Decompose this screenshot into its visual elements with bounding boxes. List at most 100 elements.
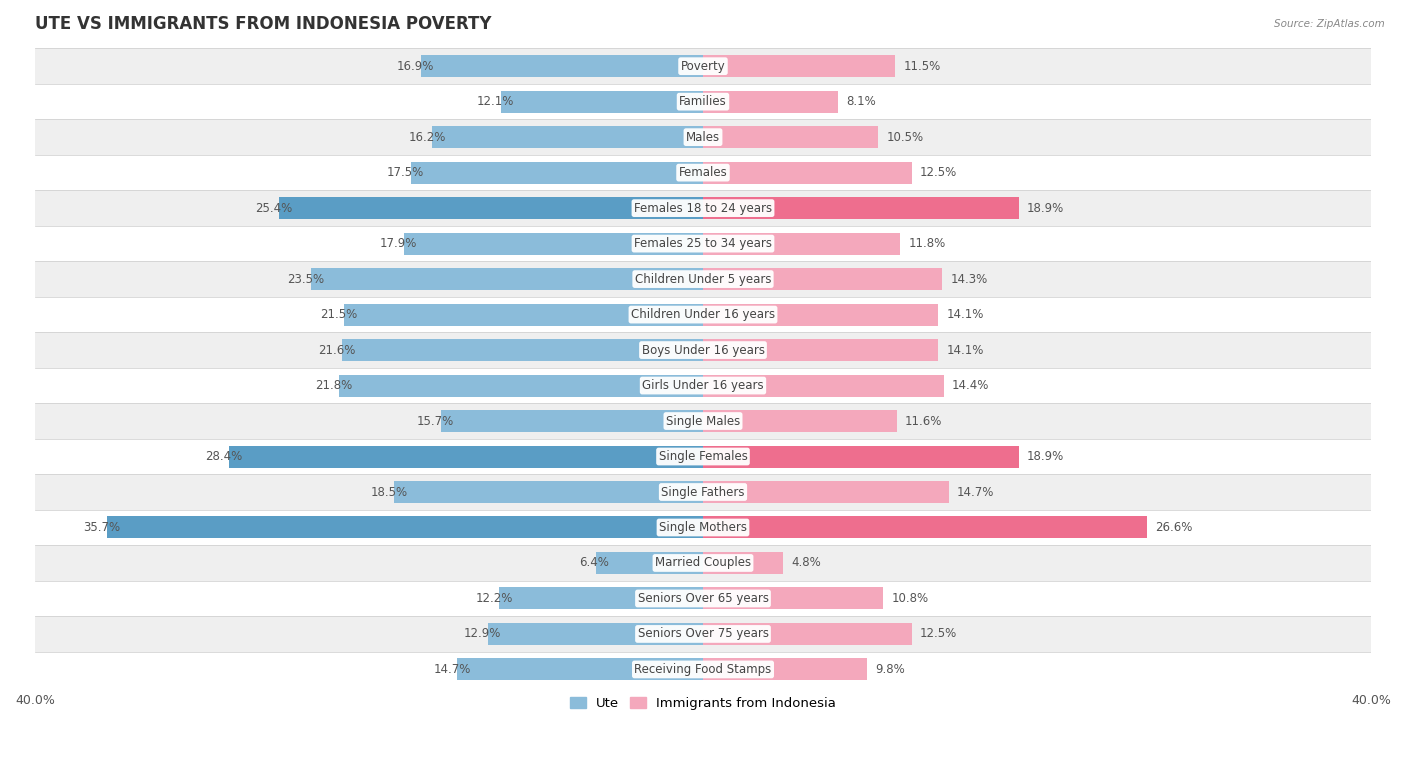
Bar bbox=[703, 374, 943, 396]
Bar bbox=[703, 55, 896, 77]
Legend: Ute, Immigrants from Indonesia: Ute, Immigrants from Indonesia bbox=[565, 692, 841, 716]
Text: Single Females: Single Females bbox=[658, 450, 748, 463]
Bar bbox=[703, 339, 938, 361]
Text: 16.9%: 16.9% bbox=[396, 60, 434, 73]
Text: 11.5%: 11.5% bbox=[904, 60, 941, 73]
Bar bbox=[703, 410, 897, 432]
Text: 26.6%: 26.6% bbox=[1156, 521, 1192, 534]
Text: 12.9%: 12.9% bbox=[464, 628, 501, 641]
Bar bbox=[35, 509, 1371, 545]
Text: Single Fathers: Single Fathers bbox=[661, 486, 745, 499]
Text: Seniors Over 75 years: Seniors Over 75 years bbox=[637, 628, 769, 641]
Bar bbox=[35, 120, 1371, 155]
Text: 11.6%: 11.6% bbox=[905, 415, 942, 428]
Bar bbox=[457, 659, 703, 681]
Bar bbox=[35, 545, 1371, 581]
Bar bbox=[703, 659, 866, 681]
Text: 17.9%: 17.9% bbox=[380, 237, 418, 250]
Text: Females: Females bbox=[679, 166, 727, 179]
Bar bbox=[703, 126, 879, 148]
Text: Females 18 to 24 years: Females 18 to 24 years bbox=[634, 202, 772, 215]
Bar bbox=[703, 481, 949, 503]
Text: 6.4%: 6.4% bbox=[579, 556, 609, 569]
Bar bbox=[35, 262, 1371, 297]
Text: 10.8%: 10.8% bbox=[891, 592, 929, 605]
Text: 14.3%: 14.3% bbox=[950, 273, 987, 286]
Bar bbox=[411, 161, 703, 183]
Bar bbox=[35, 155, 1371, 190]
Text: Receiving Food Stamps: Receiving Food Stamps bbox=[634, 663, 772, 676]
Bar bbox=[703, 91, 838, 113]
Text: 8.1%: 8.1% bbox=[846, 96, 876, 108]
Text: 14.7%: 14.7% bbox=[957, 486, 994, 499]
Text: 12.1%: 12.1% bbox=[477, 96, 515, 108]
Bar bbox=[35, 297, 1371, 332]
Text: 21.6%: 21.6% bbox=[318, 343, 356, 356]
Text: 23.5%: 23.5% bbox=[287, 273, 323, 286]
Text: Seniors Over 65 years: Seniors Over 65 years bbox=[637, 592, 769, 605]
Text: 4.8%: 4.8% bbox=[792, 556, 821, 569]
Text: Families: Families bbox=[679, 96, 727, 108]
Bar bbox=[35, 226, 1371, 262]
Text: UTE VS IMMIGRANTS FROM INDONESIA POVERTY: UTE VS IMMIGRANTS FROM INDONESIA POVERTY bbox=[35, 15, 492, 33]
Text: 14.7%: 14.7% bbox=[433, 663, 471, 676]
Text: 16.2%: 16.2% bbox=[408, 130, 446, 144]
Bar bbox=[499, 587, 703, 609]
Text: 18.5%: 18.5% bbox=[370, 486, 408, 499]
Text: Children Under 5 years: Children Under 5 years bbox=[634, 273, 772, 286]
Bar bbox=[420, 55, 703, 77]
Bar bbox=[703, 304, 938, 326]
Bar bbox=[229, 446, 703, 468]
Bar bbox=[35, 581, 1371, 616]
Text: Single Males: Single Males bbox=[666, 415, 740, 428]
Bar bbox=[433, 126, 703, 148]
Text: Females 25 to 34 years: Females 25 to 34 years bbox=[634, 237, 772, 250]
Bar bbox=[501, 91, 703, 113]
Bar bbox=[35, 84, 1371, 120]
Text: 14.4%: 14.4% bbox=[952, 379, 990, 392]
Bar bbox=[339, 374, 703, 396]
Bar bbox=[441, 410, 703, 432]
Text: Married Couples: Married Couples bbox=[655, 556, 751, 569]
Text: Single Mothers: Single Mothers bbox=[659, 521, 747, 534]
Bar bbox=[278, 197, 703, 219]
Text: 12.5%: 12.5% bbox=[920, 166, 957, 179]
Text: 10.5%: 10.5% bbox=[887, 130, 924, 144]
Bar bbox=[344, 304, 703, 326]
Bar bbox=[404, 233, 703, 255]
Bar bbox=[342, 339, 703, 361]
Text: 9.8%: 9.8% bbox=[875, 663, 905, 676]
Text: Children Under 16 years: Children Under 16 years bbox=[631, 308, 775, 321]
Text: 18.9%: 18.9% bbox=[1026, 202, 1064, 215]
Bar bbox=[703, 233, 900, 255]
Text: Poverty: Poverty bbox=[681, 60, 725, 73]
Bar bbox=[703, 587, 883, 609]
Text: 28.4%: 28.4% bbox=[205, 450, 242, 463]
Text: Males: Males bbox=[686, 130, 720, 144]
Bar bbox=[311, 268, 703, 290]
Text: Girls Under 16 years: Girls Under 16 years bbox=[643, 379, 763, 392]
Text: 14.1%: 14.1% bbox=[946, 308, 984, 321]
Bar bbox=[703, 197, 1019, 219]
Bar bbox=[107, 516, 703, 538]
Bar bbox=[488, 623, 703, 645]
Bar bbox=[35, 475, 1371, 509]
Bar bbox=[703, 552, 783, 574]
Bar bbox=[703, 268, 942, 290]
Bar bbox=[35, 439, 1371, 475]
Text: 12.2%: 12.2% bbox=[475, 592, 513, 605]
Bar bbox=[35, 332, 1371, 368]
Text: 14.1%: 14.1% bbox=[946, 343, 984, 356]
Text: Source: ZipAtlas.com: Source: ZipAtlas.com bbox=[1274, 19, 1385, 29]
Text: Boys Under 16 years: Boys Under 16 years bbox=[641, 343, 765, 356]
Bar bbox=[35, 616, 1371, 652]
Bar bbox=[703, 516, 1147, 538]
Text: 21.8%: 21.8% bbox=[315, 379, 353, 392]
Text: 25.4%: 25.4% bbox=[254, 202, 292, 215]
Bar bbox=[596, 552, 703, 574]
Bar bbox=[35, 368, 1371, 403]
Bar bbox=[703, 161, 911, 183]
Bar bbox=[703, 446, 1019, 468]
Bar bbox=[394, 481, 703, 503]
Text: 17.5%: 17.5% bbox=[387, 166, 425, 179]
